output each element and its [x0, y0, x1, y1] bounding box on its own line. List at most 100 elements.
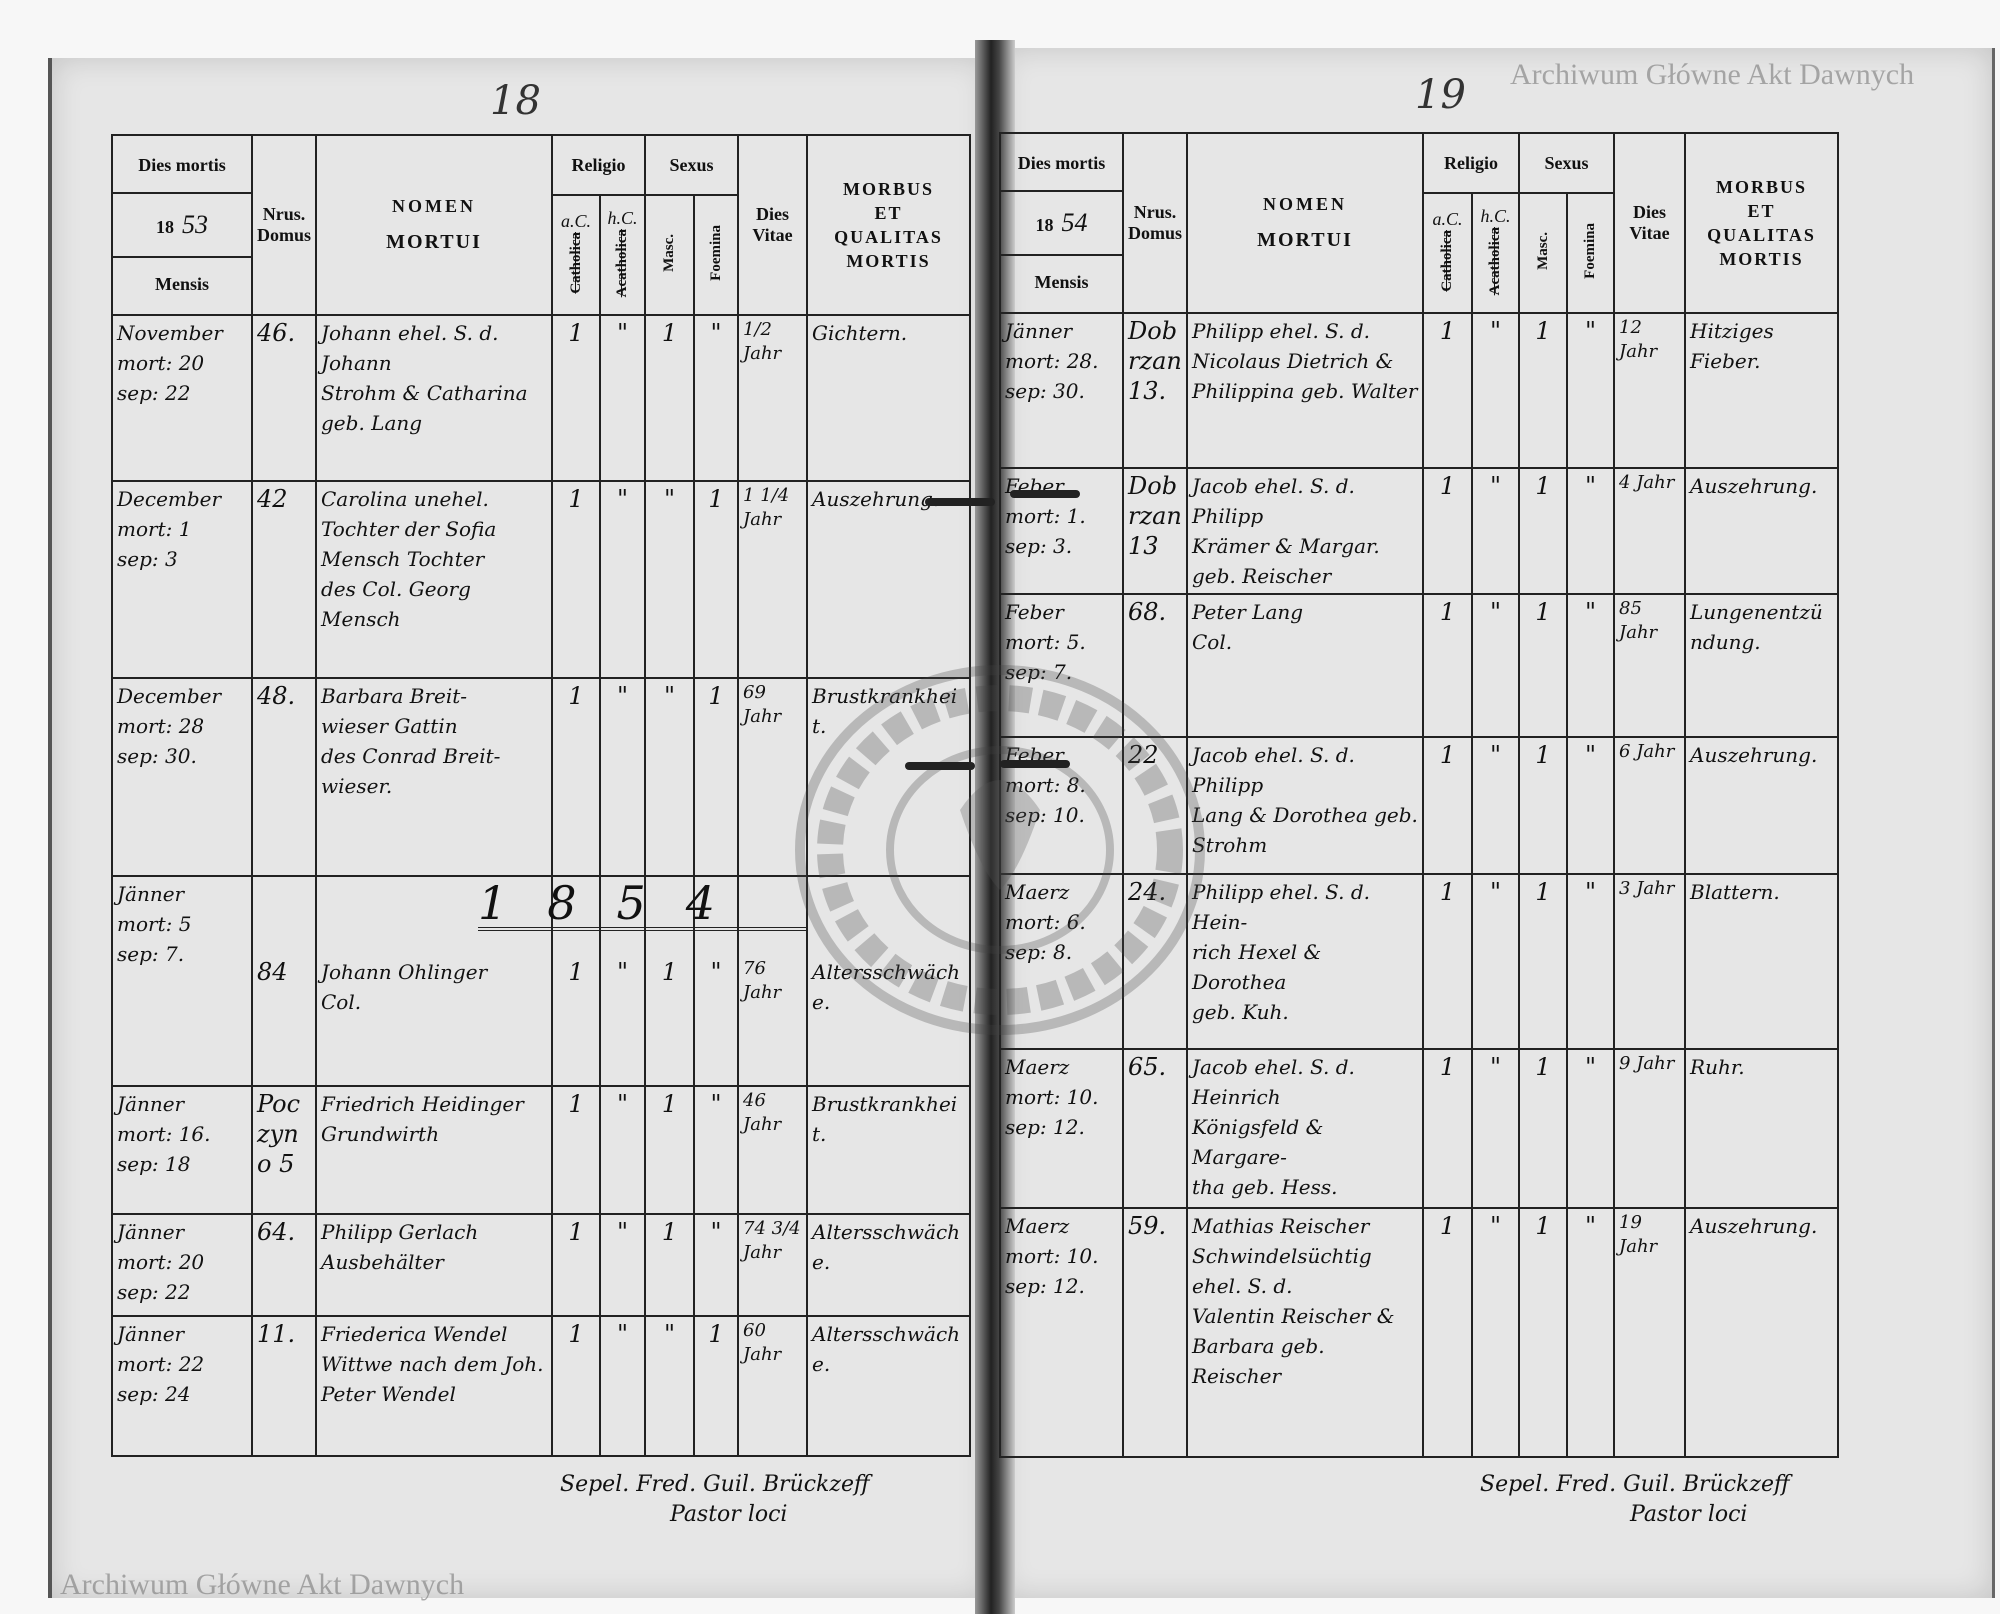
catholic-mark: 1: [1439, 878, 1456, 906]
catholic-mark: 1: [568, 1320, 584, 1348]
date-cell: Jänner mort: 20 sep: 22: [111, 1213, 253, 1317]
house-number: 46.: [257, 319, 296, 347]
male-mark: 1: [1535, 472, 1551, 500]
house-number-cell: Dobrzan 13.: [1122, 312, 1188, 469]
acatholic-cell: ": [599, 875, 646, 1087]
name-line: Königsfeld & Margare-: [1192, 1115, 1324, 1169]
binding-thread: [905, 762, 975, 770]
male-cell: 1: [644, 314, 695, 482]
table-row: Feber mort: 8. sep: 10. 22 Jacob ehel. S. d.…: [999, 736, 1840, 875]
female-cell: 1: [692, 1315, 740, 1457]
acatholic-mark: ": [1489, 317, 1502, 345]
table-row: Jänner mort: 16. sep: 18 Poczyno 5 Friedrich…: [111, 1085, 972, 1215]
house-number-cell: 48.: [251, 677, 317, 877]
death-day: mort: 8.: [1005, 773, 1086, 797]
burial-day: sep: 3.: [1005, 534, 1073, 558]
name-line: Valentin Reischer &: [1192, 1304, 1395, 1328]
month: Jänner: [1005, 319, 1073, 343]
et-label: ET: [1747, 201, 1776, 221]
header-nrus-domus: Nrus. Domus: [1122, 132, 1188, 314]
acatholic-cell: ": [1471, 467, 1520, 595]
female-mark: ": [710, 319, 722, 347]
header-foemina: Foemina: [692, 194, 740, 316]
acatholic-mark: ": [1489, 1212, 1502, 1240]
age-cell: 19 Jahr: [1613, 1207, 1687, 1458]
catholic-mark: 1: [568, 319, 584, 347]
acatholic-mark: ": [616, 485, 629, 513]
death-day: mort: 16.: [117, 1122, 211, 1146]
male-cell: 1: [644, 1213, 695, 1317]
age: 1/2 Jahr: [743, 319, 782, 364]
acatholic-cell: ": [1471, 312, 1520, 469]
date-cell: November mort: 20 sep: 22: [111, 314, 253, 482]
burial-day: sep: 8.: [1005, 940, 1073, 964]
burial-day: sep: 30.: [1005, 379, 1085, 403]
age: 9 Jahr: [1619, 1053, 1675, 1074]
cause-of-death-cell: Lungenentzündung.: [1684, 593, 1840, 738]
female-cell: ": [692, 1085, 740, 1215]
header-acatholica: h.C. Acatholica: [599, 194, 646, 316]
house-number-cell: 84: [251, 875, 317, 1087]
acatholic-mark: ": [616, 319, 629, 347]
name-line: Jacob ehel. S. d. Philipp: [1192, 474, 1355, 528]
register-table-1853: Dies mortis 18 53 Mensis Nrus. Domus NOME…: [111, 134, 972, 1457]
header-dies-mortis: Dies mortis 18 53 Mensis: [111, 134, 253, 316]
age: 12 Jahr: [1619, 317, 1658, 362]
foemina-label: Foemina: [1582, 222, 1598, 279]
male-cell: 1: [1518, 736, 1568, 875]
male-cell: 1: [1518, 1048, 1568, 1209]
age: 85 Jahr: [1619, 598, 1658, 643]
male-mark: ": [663, 682, 676, 710]
name-line: Johann ehel. S. d. Johann: [321, 321, 499, 375]
female-mark: ": [710, 1090, 722, 1118]
name-cell: Jacob ehel. S. d. Heinrich Königsfeld & M…: [1186, 1048, 1424, 1209]
catholic-mark: 1: [568, 1090, 584, 1118]
female-mark: ": [1584, 1053, 1597, 1081]
qualitas-label: QUALITAS: [1707, 225, 1816, 245]
burial-day: sep: 3: [117, 547, 178, 571]
acatholica-handwritten: h.C.: [1480, 205, 1511, 226]
cause-of-death-cell: Auszehrung.: [1684, 736, 1840, 875]
cause-of-death-cell: Gichtern.: [806, 314, 972, 482]
name-line: Peter Wendel: [321, 1382, 456, 1406]
cause-of-death: Hitziges Fieber.: [1690, 319, 1774, 373]
cause-of-death-cell: Auszehrung.: [1684, 467, 1840, 595]
date-cell: Jänner mort: 22 sep: 24: [111, 1315, 253, 1457]
name-line: Carolina unehel.: [321, 487, 489, 511]
date-cell: Feber mort: 1. sep: 3.: [999, 467, 1124, 595]
female-cell: ": [1565, 873, 1616, 1050]
name-cell: Barbara Breit-wieser Gattin des Conrad Br…: [315, 677, 553, 877]
male-mark: 1: [1535, 878, 1551, 906]
header-religio: Religio: [1422, 132, 1520, 194]
female-cell: 1: [692, 480, 740, 679]
name-line: des Col. Georg Mensch: [321, 577, 471, 631]
catholica-label: Catholica: [567, 232, 584, 294]
house-number: 48.: [257, 682, 296, 710]
header-dies-vitae: Dies Vitae: [1613, 132, 1687, 314]
masc-label: Masc.: [661, 233, 677, 272]
cause-of-death-cell: Altersschwäche.: [806, 875, 972, 1087]
acatholica-handwritten: h.C.: [607, 207, 638, 228]
acatholic-cell: ": [1471, 593, 1520, 738]
age-cell: 69 Jahr: [737, 677, 809, 877]
male-mark: 1: [1535, 1053, 1551, 1081]
catholica-label: Catholica: [1439, 230, 1455, 292]
male-cell: 1: [1518, 467, 1568, 595]
death-day: mort: 28: [117, 714, 205, 738]
acatholica-label: Acatholica: [1487, 226, 1503, 296]
month: Jänner: [117, 1220, 185, 1244]
masc-label: Masc.: [1534, 231, 1551, 270]
male-mark: 1: [661, 958, 678, 986]
name-line: Barbara Breit-: [321, 684, 468, 708]
name-line: des Conrad Breit-: [321, 744, 501, 768]
header-morbus: MORBUS ET QUALITAS MORTIS: [1684, 132, 1840, 314]
table-row: Feber mort: 5. sep: 7. 68. Peter Lang Col. 1 " 1…: [999, 593, 1840, 738]
age-cell: 12 Jahr: [1613, 312, 1687, 469]
house-number: 68.: [1128, 598, 1167, 626]
age: 1 1/4 Jahr: [743, 485, 790, 530]
female-mark: ": [1584, 1212, 1597, 1240]
acatholic-mark: ": [1489, 472, 1502, 500]
name-cell: Johann ehel. S. d. Johann Strohm & Cathar…: [315, 314, 553, 482]
name-line: Jacob ehel. S. d. Philipp: [1192, 743, 1355, 797]
female-mark: ": [1584, 741, 1597, 769]
